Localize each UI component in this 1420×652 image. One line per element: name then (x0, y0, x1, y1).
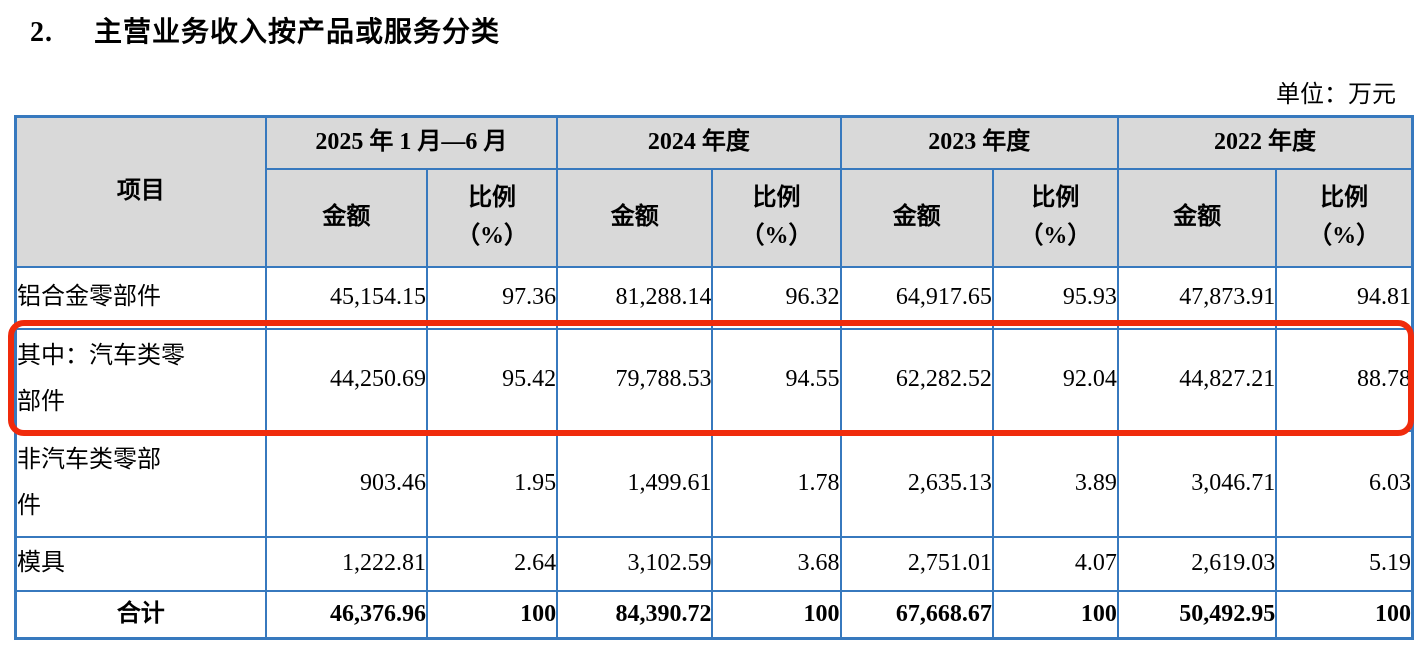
ratio-cell: 97.36 (426, 265, 559, 330)
period-header-2022: 2022 年度 (1116, 115, 1414, 170)
ratio-cell: 95.93 (991, 265, 1119, 330)
amount-cell: 2,751.01 (839, 535, 994, 592)
row-label: 铝合金零部件 (14, 265, 267, 330)
ratio-cell: 92.04 (991, 327, 1119, 432)
ratio-cell: 1.78 (711, 429, 842, 538)
ratio-cell: 94.55 (711, 327, 842, 432)
amount-cell: 2,619.03 (1116, 535, 1278, 592)
ratio-cell: 1.95 (426, 429, 559, 538)
amount-cell: 3,046.71 (1116, 429, 1278, 538)
amount-cell: 84,390.72 (556, 589, 714, 640)
amount-cell: 1,222.81 (264, 535, 429, 592)
header-row-periods: 项目 2025 年 1 月—6 月 2024 年度 2023 年度 2022 年… (14, 115, 1414, 268)
ratio-cell: 4.07 (991, 535, 1119, 592)
ratio-cell: 100 (711, 589, 842, 640)
period-header-2025h1: 2025 年 1 月—6 月 (264, 115, 559, 170)
ratio-cell: 5.19 (1275, 535, 1414, 592)
amount-cell: 67,668.67 (839, 589, 994, 640)
amount-cell: 3,102.59 (556, 535, 714, 592)
amount-header-2025h1: 金额 (264, 167, 429, 268)
row-label: 非汽车类零部 件 (14, 429, 267, 538)
amount-cell: 50,492.95 (1116, 589, 1278, 640)
amount-cell: 903.46 (264, 429, 429, 538)
revenue-by-product-table: 项目 2025 年 1 月—6 月 2024 年度 2023 年度 2022 年… (14, 115, 1414, 641)
amount-cell: 45,154.15 (264, 265, 429, 330)
corner-header: 项目 (14, 115, 267, 268)
unit-label: 单位：万元 (1276, 82, 1396, 108)
ratio-cell: 88.78 (1275, 327, 1414, 432)
ratio-header-2025h1: 比例 （%） (426, 167, 559, 268)
amount-header-2022: 金额 (1116, 167, 1278, 268)
table-row-molds: 模具 1,222.81 2.64 3,102.59 3.68 2,751.01 … (14, 535, 1414, 592)
table-row-automotive-parts: 其中：汽车类零 部件 44,250.69 95.42 79,788.53 94.… (14, 327, 1414, 432)
amount-cell: 44,827.21 (1116, 327, 1278, 432)
amount-cell: 46,376.96 (264, 589, 429, 640)
ratio-cell: 3.68 (711, 535, 842, 592)
amount-header-2023: 金额 (839, 167, 994, 268)
row-label: 其中：汽车类零 部件 (14, 327, 267, 432)
ratio-cell: 6.03 (1275, 429, 1414, 538)
total-label: 合计 (14, 589, 267, 640)
ratio-header-2023: 比例 （%） (991, 167, 1119, 268)
ratio-cell: 2.64 (426, 535, 559, 592)
ratio-cell: 100 (426, 589, 559, 640)
amount-cell: 64,917.65 (839, 265, 994, 330)
amount-header-2024: 金额 (556, 167, 714, 268)
table-row-total: 合计 46,376.96 100 84,390.72 100 67,668.67… (14, 589, 1414, 640)
table-row-non-automotive-parts: 非汽车类零部 件 903.46 1.95 1,499.61 1.78 2,635… (14, 429, 1414, 538)
section-title: 2. 主营业务收入按产品或服务分类 (30, 10, 500, 50)
ratio-cell: 3.89 (991, 429, 1119, 538)
section-number: 2. (30, 17, 53, 48)
amount-cell: 44,250.69 (264, 327, 429, 432)
ratio-cell: 100 (1275, 589, 1414, 640)
amount-cell: 2,635.13 (839, 429, 994, 538)
period-header-2023: 2023 年度 (839, 115, 1119, 170)
period-header-2024: 2024 年度 (556, 115, 842, 170)
amount-cell: 79,788.53 (556, 327, 714, 432)
amount-cell: 1,499.61 (556, 429, 714, 538)
row-label: 模具 (14, 535, 267, 592)
ratio-cell: 94.81 (1275, 265, 1414, 330)
amount-cell: 81,288.14 (556, 265, 714, 330)
ratio-header-2024: 比例 （%） (711, 167, 842, 268)
amount-cell: 47,873.91 (1116, 265, 1278, 330)
table-row-aluminum-parts: 铝合金零部件 45,154.15 97.36 81,288.14 96.32 6… (14, 265, 1414, 330)
ratio-cell: 96.32 (711, 265, 842, 330)
ratio-header-2022: 比例 （%） (1275, 167, 1414, 268)
ratio-cell: 95.42 (426, 327, 559, 432)
section-title-text: 主营业务收入按产品或服务分类 (94, 17, 501, 48)
ratio-cell: 100 (991, 589, 1119, 640)
header-row-measures: 金额 比例 （%） 金额 比例 （%） 金额 比例 （%） 金额 比例 （%） (16, 167, 1414, 268)
amount-cell: 62,282.52 (839, 327, 994, 432)
